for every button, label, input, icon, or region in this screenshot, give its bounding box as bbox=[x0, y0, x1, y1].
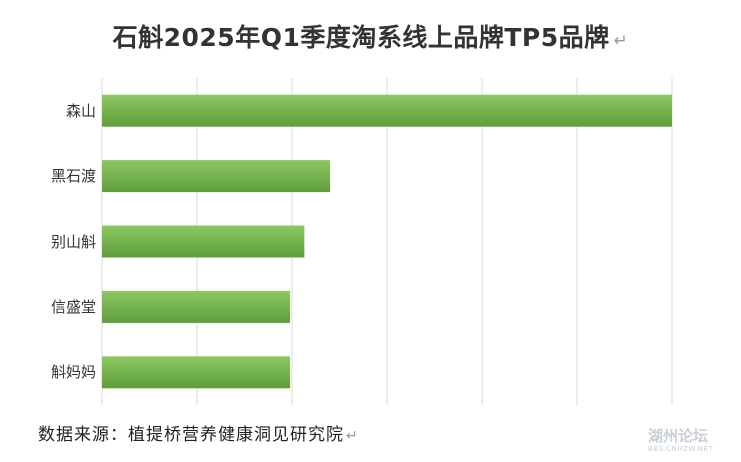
bar bbox=[102, 225, 305, 258]
bar bbox=[102, 94, 672, 127]
forum-watermark: 湖州论坛 BBS.CNHZW.NET bbox=[648, 427, 714, 453]
bar bbox=[102, 356, 291, 389]
category-label: 黑石渡 bbox=[50, 167, 96, 186]
data-source-note: 数据来源：植提桥营养健康洞见研究院 ↵ bbox=[38, 425, 359, 445]
category-label: 别山斛 bbox=[50, 232, 96, 251]
bar bbox=[102, 290, 291, 323]
category-label: 斛妈妈 bbox=[50, 363, 96, 382]
chart-title: 石斛2025年Q1季度淘系线上品牌TP5品牌 ↵ bbox=[112, 23, 629, 52]
return-mark-icon: ↵ bbox=[346, 428, 359, 444]
category-label: 信盛堂 bbox=[50, 297, 96, 316]
bar bbox=[102, 160, 330, 193]
category-label: 森山 bbox=[65, 101, 96, 120]
bars bbox=[102, 94, 672, 389]
return-mark-icon: ↵ bbox=[613, 31, 629, 51]
